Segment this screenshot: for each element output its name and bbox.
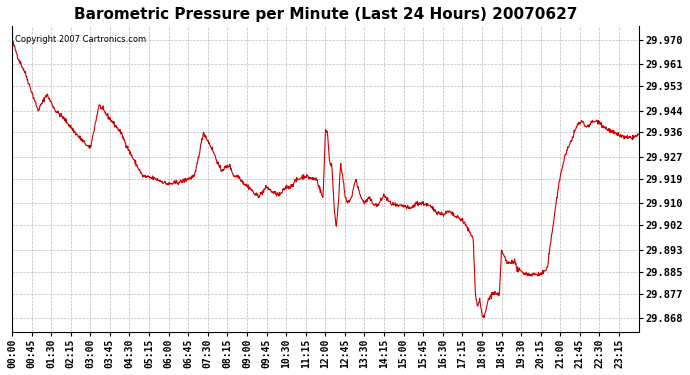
Text: Copyright 2007 Cartronics.com: Copyright 2007 Cartronics.com [15,35,146,44]
Title: Barometric Pressure per Minute (Last 24 Hours) 20070627: Barometric Pressure per Minute (Last 24 … [74,7,577,22]
